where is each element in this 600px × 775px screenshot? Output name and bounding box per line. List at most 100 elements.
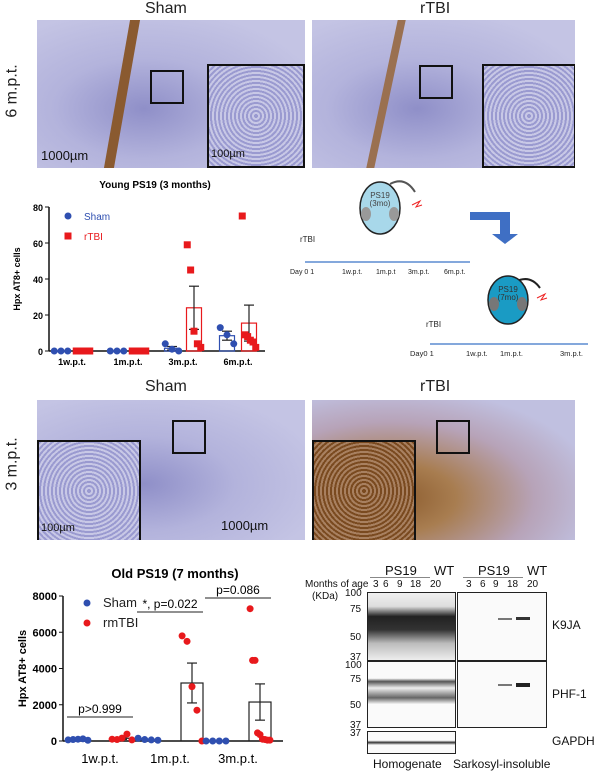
data-point: [128, 736, 136, 744]
top-row-label: 6 m.p.t.: [3, 64, 21, 118]
ps19-homog-label: PS19: [385, 563, 417, 578]
svg-text:(7mo): (7mo): [498, 293, 519, 302]
p-value-label: *, p=0.022: [142, 597, 197, 611]
age-label: 3: [466, 579, 472, 590]
svg-text:(3mo): (3mo): [370, 199, 391, 208]
x-tick-label: 1m.p.t.: [113, 357, 142, 367]
age-label: 9: [493, 579, 499, 590]
svg-text:1m.p.t.: 1m.p.t.: [500, 349, 523, 358]
data-point: [215, 737, 223, 745]
inset-image: [207, 64, 305, 168]
zoom-box: [436, 420, 470, 454]
data-point: [168, 345, 176, 353]
young-rtbi-label: rTBI: [300, 235, 315, 244]
y-tick-label: 8000: [33, 591, 57, 603]
data-point: [238, 212, 246, 220]
phf1-homogenate-blot: [367, 661, 456, 728]
lightning-icon: [411, 199, 423, 208]
data-point: [251, 656, 259, 664]
age-label: 18: [507, 579, 519, 590]
data-point: [244, 333, 252, 341]
scale-bar-label: 1000µm: [41, 148, 89, 163]
data-point: [266, 736, 274, 744]
data-point: [134, 734, 142, 742]
svg-text:3m.p.t.: 3m.p.t.: [560, 349, 583, 358]
x-tick-label: 1w.p.t.: [81, 751, 119, 766]
data-point: [178, 632, 186, 640]
zoom-box: [150, 70, 184, 104]
p-value-label: p=0.086: [216, 583, 260, 597]
marker-50: 50: [350, 632, 362, 643]
y-axis-label: Hpx AT8+ cells: [17, 630, 29, 707]
data-point: [209, 737, 217, 745]
legend-label: rTBI: [84, 232, 103, 243]
data-point: [190, 327, 198, 335]
data-point: [141, 736, 149, 744]
scale-bar-label: 1000µm: [221, 518, 269, 533]
legend-marker: [83, 619, 91, 627]
marker-75: 75: [350, 604, 362, 615]
sham-6mpt-image: 1000µm 100µm: [37, 20, 305, 168]
y-tick-label: 40: [33, 275, 43, 285]
data-point: [222, 737, 230, 745]
marker-37: 37: [350, 720, 362, 731]
data-point: [193, 706, 201, 714]
ps19-sark-label: PS19: [478, 563, 510, 578]
data-point: [223, 331, 231, 339]
old-rtbi-label: rTBI: [426, 320, 441, 329]
data-point: [135, 347, 143, 355]
data-point: [161, 340, 169, 348]
x-tick-label: 3m.p.t.: [168, 357, 197, 367]
legend-marker: [64, 212, 72, 220]
data-point: [252, 343, 260, 351]
data-point: [57, 347, 65, 355]
young-timeline-ticks: Day 0 1 1w.p.t. 1m.p.t 3m.p.t. 6m.p.t.: [290, 269, 465, 276]
data-point: [123, 730, 131, 738]
marker-75: 75: [350, 674, 362, 685]
age-label: 20: [527, 579, 539, 590]
x-tick-label: 1w.p.t.: [58, 357, 86, 367]
phf1-sarkosyl-blot: [457, 661, 547, 728]
kda-label: (KDa): [312, 591, 339, 602]
age-label: 18: [410, 579, 422, 590]
gapdh-label: GAPDH: [552, 734, 595, 748]
legend-label: Sham: [103, 595, 137, 610]
age-label: 6: [480, 579, 486, 590]
x-tick-label: 3m.p.t.: [218, 751, 258, 766]
marker-37: 37: [350, 652, 362, 663]
marker-100: 100: [345, 588, 362, 599]
data-point: [86, 347, 94, 355]
data-point: [84, 736, 92, 744]
y-tick-label: 0: [51, 736, 57, 748]
old-mouse-icon: PS19 (7mo): [487, 275, 541, 325]
age-label: 9: [397, 579, 403, 590]
mid-rtbi-title: rTBI: [420, 378, 451, 395]
data-point: [79, 347, 87, 355]
y-tick-label: 80: [33, 203, 43, 213]
data-point: [197, 343, 205, 351]
x-tick-label: 1m.p.t.: [150, 751, 190, 766]
inset-image: [482, 64, 575, 168]
zoom-box: [172, 420, 206, 454]
legend-marker: [64, 232, 72, 240]
inset-image: [312, 440, 416, 540]
y-tick-label: 4000: [33, 664, 57, 676]
wt-sark-label: WT: [527, 563, 548, 578]
data-point: [202, 737, 210, 745]
y-tick-label: 20: [33, 311, 43, 321]
x-tick-label: 6m.p.t.: [223, 357, 252, 367]
data-point: [72, 347, 80, 355]
y-tick-label: 0: [38, 347, 43, 357]
marker-50: 50: [350, 700, 362, 711]
gapdh-blot: [367, 731, 456, 754]
svg-text:PS19: PS19: [498, 285, 518, 294]
age-label: 6: [383, 579, 389, 590]
svg-text:6m.p.t.: 6m.p.t.: [444, 269, 465, 276]
data-point: [50, 347, 58, 355]
mid-row-label: 3 m.p.t.: [3, 437, 21, 491]
p-value-label: p>0.999: [78, 702, 122, 716]
svg-text:1m.p.t: 1m.p.t: [376, 269, 396, 276]
svg-text:1w.p.t.: 1w.p.t.: [466, 349, 488, 358]
data-point: [118, 734, 126, 742]
data-point: [183, 241, 191, 249]
